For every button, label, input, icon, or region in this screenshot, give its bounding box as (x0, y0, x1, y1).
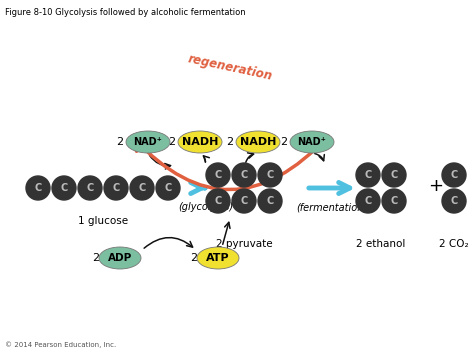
Circle shape (356, 163, 380, 187)
Text: NAD⁺: NAD⁺ (134, 137, 163, 147)
Text: Figure 8-10 Glycolysis followed by alcoholic fermentation: Figure 8-10 Glycolysis followed by alcoh… (5, 8, 246, 17)
Circle shape (356, 189, 380, 213)
Text: regeneration: regeneration (186, 53, 273, 83)
Text: 2: 2 (117, 137, 124, 147)
Text: 2: 2 (227, 137, 234, 147)
Text: ATP: ATP (206, 253, 230, 263)
Circle shape (232, 189, 256, 213)
Text: +: + (428, 177, 444, 195)
Text: (glycolysis): (glycolysis) (178, 202, 234, 212)
Text: NADH: NADH (240, 137, 276, 147)
Text: C: C (266, 170, 273, 180)
Text: © 2014 Pearson Education, Inc.: © 2014 Pearson Education, Inc. (5, 341, 116, 348)
Circle shape (442, 163, 466, 187)
Circle shape (382, 163, 406, 187)
Text: C: C (214, 170, 222, 180)
Text: 1 glucose: 1 glucose (78, 216, 128, 226)
Ellipse shape (99, 247, 141, 269)
Circle shape (232, 163, 256, 187)
Circle shape (382, 189, 406, 213)
Text: C: C (35, 183, 42, 193)
Text: 2: 2 (168, 137, 175, 147)
Text: 2 CO₂: 2 CO₂ (439, 239, 469, 249)
Text: NAD⁺: NAD⁺ (298, 137, 327, 147)
Circle shape (156, 176, 180, 200)
Circle shape (258, 163, 282, 187)
Text: 2 pyruvate: 2 pyruvate (216, 239, 272, 249)
Ellipse shape (290, 131, 334, 153)
Circle shape (52, 176, 76, 200)
Text: C: C (266, 196, 273, 206)
Text: C: C (86, 183, 94, 193)
Circle shape (26, 176, 50, 200)
Circle shape (206, 189, 230, 213)
Text: 2: 2 (92, 253, 100, 263)
Text: C: C (365, 196, 372, 206)
Text: 2: 2 (191, 253, 198, 263)
Text: C: C (164, 183, 172, 193)
Text: C: C (450, 170, 457, 180)
Text: C: C (214, 196, 222, 206)
Text: (fermentation): (fermentation) (296, 202, 367, 212)
Ellipse shape (236, 131, 280, 153)
Text: C: C (112, 183, 119, 193)
Circle shape (130, 176, 154, 200)
Circle shape (258, 189, 282, 213)
Text: 2 ethanol: 2 ethanol (356, 239, 406, 249)
Text: C: C (391, 170, 398, 180)
Text: C: C (391, 196, 398, 206)
Ellipse shape (178, 131, 222, 153)
FancyArrowPatch shape (134, 136, 328, 190)
Ellipse shape (197, 247, 239, 269)
Text: C: C (450, 196, 457, 206)
Text: C: C (240, 196, 247, 206)
Text: C: C (365, 170, 372, 180)
Circle shape (442, 189, 466, 213)
Text: ADP: ADP (108, 253, 132, 263)
Text: C: C (138, 183, 146, 193)
Text: C: C (240, 170, 247, 180)
Circle shape (206, 163, 230, 187)
Text: NADH: NADH (182, 137, 218, 147)
Ellipse shape (126, 131, 170, 153)
Circle shape (78, 176, 102, 200)
Text: C: C (60, 183, 68, 193)
Text: 2: 2 (281, 137, 288, 147)
Circle shape (104, 176, 128, 200)
